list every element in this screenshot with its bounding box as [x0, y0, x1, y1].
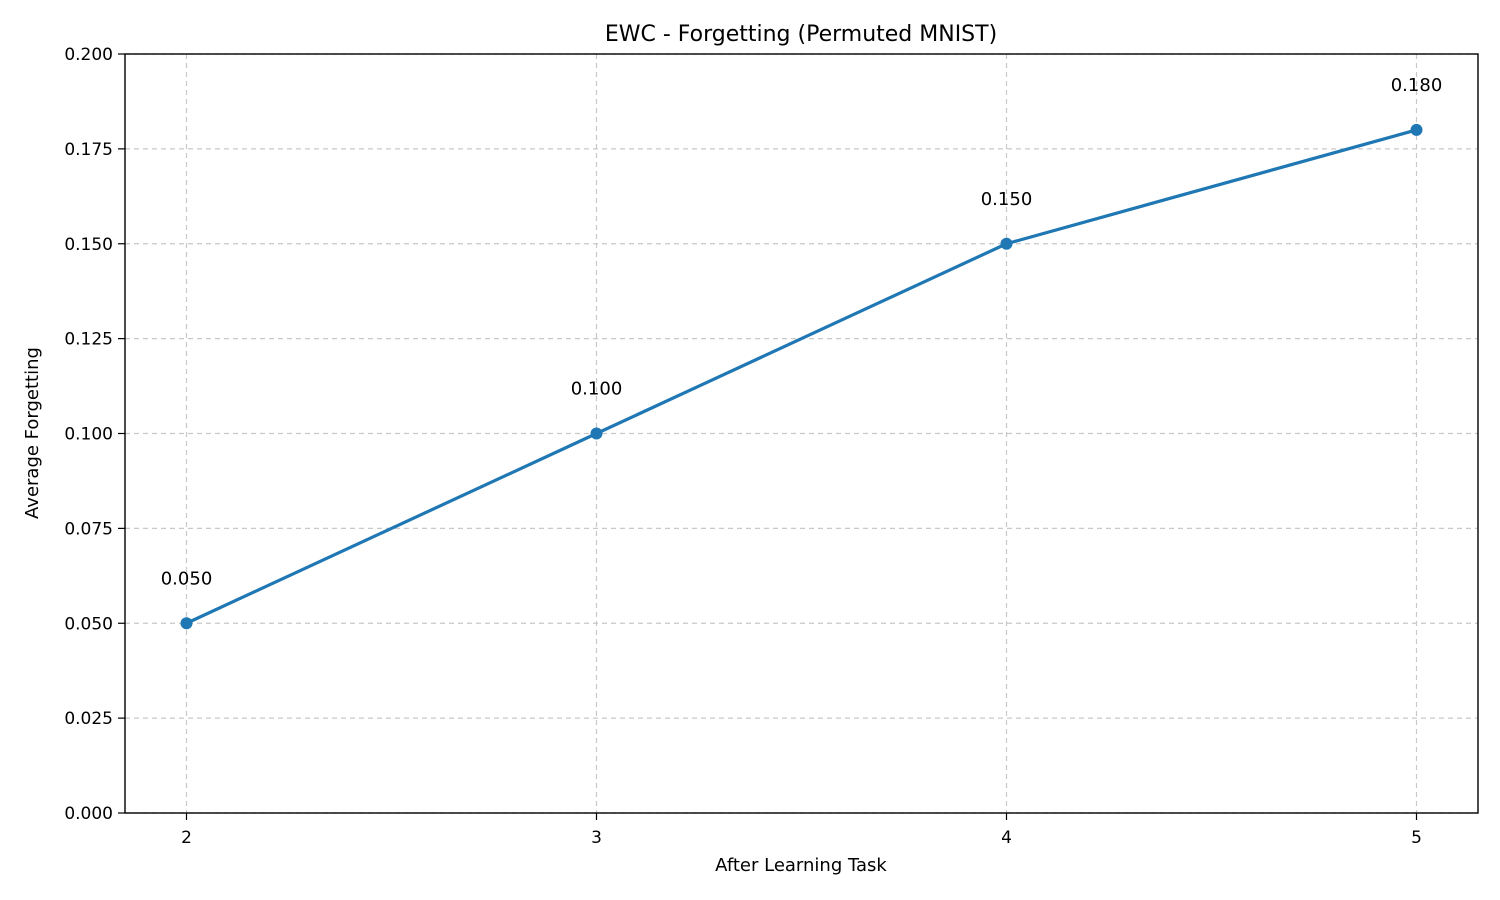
x-tick-label-2: 4	[1001, 828, 1012, 848]
x-tick-label-0: 2	[181, 828, 192, 848]
data-point-2	[1000, 237, 1013, 250]
data-point-3	[1410, 123, 1423, 136]
data-label-0: 0.050	[161, 568, 213, 589]
chart-title: EWC - Forgetting (Permuted MNIST)	[605, 22, 997, 47]
x-tick-label-3: 5	[1411, 828, 1422, 848]
data-label-2: 0.150	[981, 189, 1033, 210]
data-label-3: 0.180	[1391, 75, 1443, 96]
x-axis-label: After Learning Task	[715, 855, 887, 876]
y-tick-label-0: 0.000	[64, 804, 113, 824]
y-axis-label: Average Forgetting	[22, 347, 43, 519]
data-labels: 0.050 0.100 0.150 0.180	[161, 75, 1443, 589]
data-label-1: 0.100	[571, 379, 623, 400]
series-line-0	[184, 128, 1419, 625]
y-tick-label-4: 0.100	[64, 425, 113, 445]
series-layer	[180, 123, 1423, 630]
y-tick-label-1: 0.025	[64, 709, 113, 729]
data-point-0	[180, 617, 193, 630]
y-tick-label-3: 0.075	[64, 519, 113, 539]
data-point-1	[590, 427, 603, 440]
y-tick-label-5: 0.125	[64, 330, 113, 350]
y-tick-label-8: 0.200	[64, 45, 113, 65]
x-tick-label-1: 3	[591, 828, 602, 848]
y-tick-label-7: 0.175	[64, 140, 113, 160]
y-tick-label-2: 0.050	[64, 614, 113, 634]
y-tick-label-6: 0.150	[64, 235, 113, 255]
axis-ticks: 0.000 0.025 0.050 0.075 0.100 0.125 0.150 0.175…	[64, 45, 1422, 848]
